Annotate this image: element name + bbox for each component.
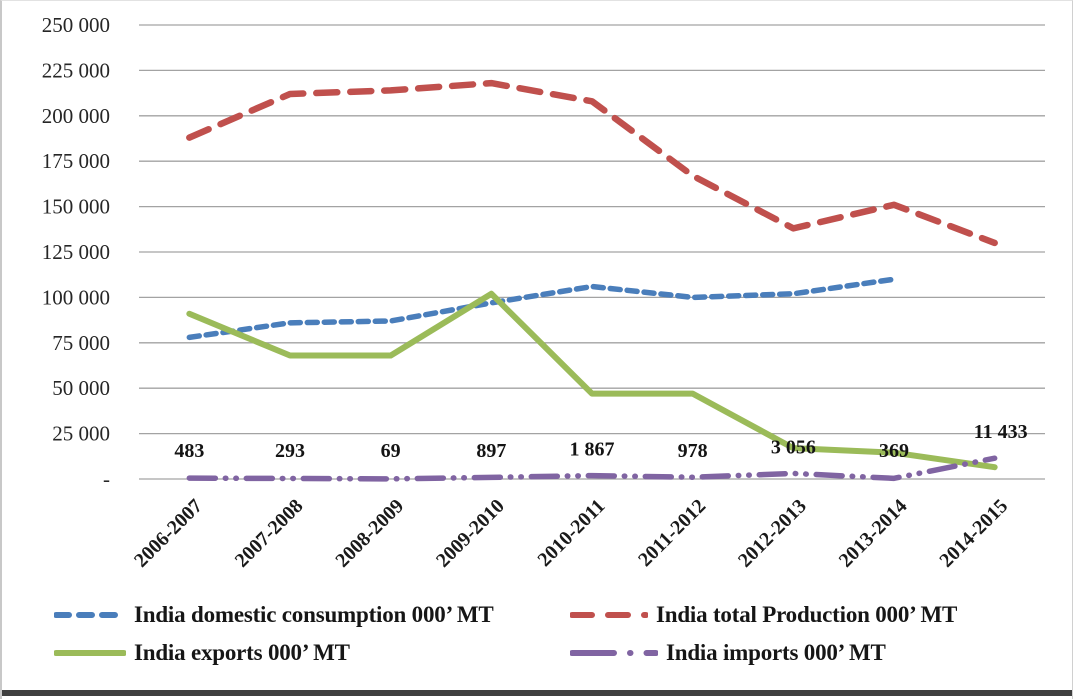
chart-legend: India domestic consumption 000’ MT India… [54,602,957,666]
x-axis-tick-label: 2008-2009 [331,495,408,572]
x-axis-tick-label: 2006-2007 [130,495,207,572]
y-axis-tick-label: 125 000 [42,240,110,264]
y-axis-tick-label: 75 000 [52,331,110,355]
x-axis-tick-label: 2007-2008 [231,495,308,572]
legend-item-imports: India imports 000’ MT [570,640,957,666]
data-label: 293 [275,440,305,462]
data-label: 369 [879,440,909,462]
y-axis-tick-label: 25 000 [52,422,110,446]
y-axis-tick-label: 200 000 [42,104,110,128]
legend-item-domestic-consumption: India domestic consumption 000’ MT [54,602,570,628]
data-label: 11 433 [974,421,1028,443]
y-axis-tick-label: 225 000 [42,58,110,82]
x-axis-tick-label: 2011-2012 [634,495,710,571]
data-label: 897 [476,440,506,462]
legend-swatch-imports-icon [570,650,658,656]
legend-swatch-exports-icon [54,650,126,656]
legend-item-total-production: India total Production 000’ MT [570,602,957,628]
legend-swatch-domestic-consumption-icon [54,612,126,618]
x-axis-tick-label: 2012-2013 [734,495,811,572]
y-axis-tick-label: 250 000 [42,13,110,37]
data-label: 483 [174,440,204,462]
legend-label-exports: India exports 000’ MT [134,640,350,665]
line-chart-plot-area: 250 000 225 000 200 000 175 000 150 000 125 0… [42,13,1045,572]
y-axis-tick-label: - [103,467,110,491]
x-axis-tick-label: 2013-2014 [835,495,912,572]
x-axis-tick-label: 2009-2010 [432,495,509,572]
data-label: 3 056 [771,436,816,458]
frame-bottom-border [2,690,1072,696]
legend-label-imports: India imports 000’ MT [666,640,886,665]
data-label: 1 867 [570,439,615,461]
legend-swatch-total-production-icon [570,612,648,618]
y-axis-tick-label: 50 000 [52,376,110,400]
data-label: 69 [381,440,401,462]
y-axis-tick-label: 100 000 [42,285,110,309]
legend-item-exports: India exports 000’ MT [54,640,570,666]
y-axis-tick-label: 150 000 [42,195,110,219]
series-line-1 [186,79,998,247]
series-line-3 [186,455,998,482]
data-label: 978 [678,440,708,462]
x-axis-tick-label: 2014-2015 [935,495,1012,572]
legend-label-total-production: India total Production 000’ MT [656,602,958,627]
series-line-2 [186,290,998,471]
x-axis-tick-label: 2010-2011 [533,495,609,571]
legend-label-domestic-consumption: India domestic consumption 000’ MT [134,602,494,627]
y-axis-tick-label: 175 000 [42,149,110,173]
series-line-0 [186,276,897,341]
